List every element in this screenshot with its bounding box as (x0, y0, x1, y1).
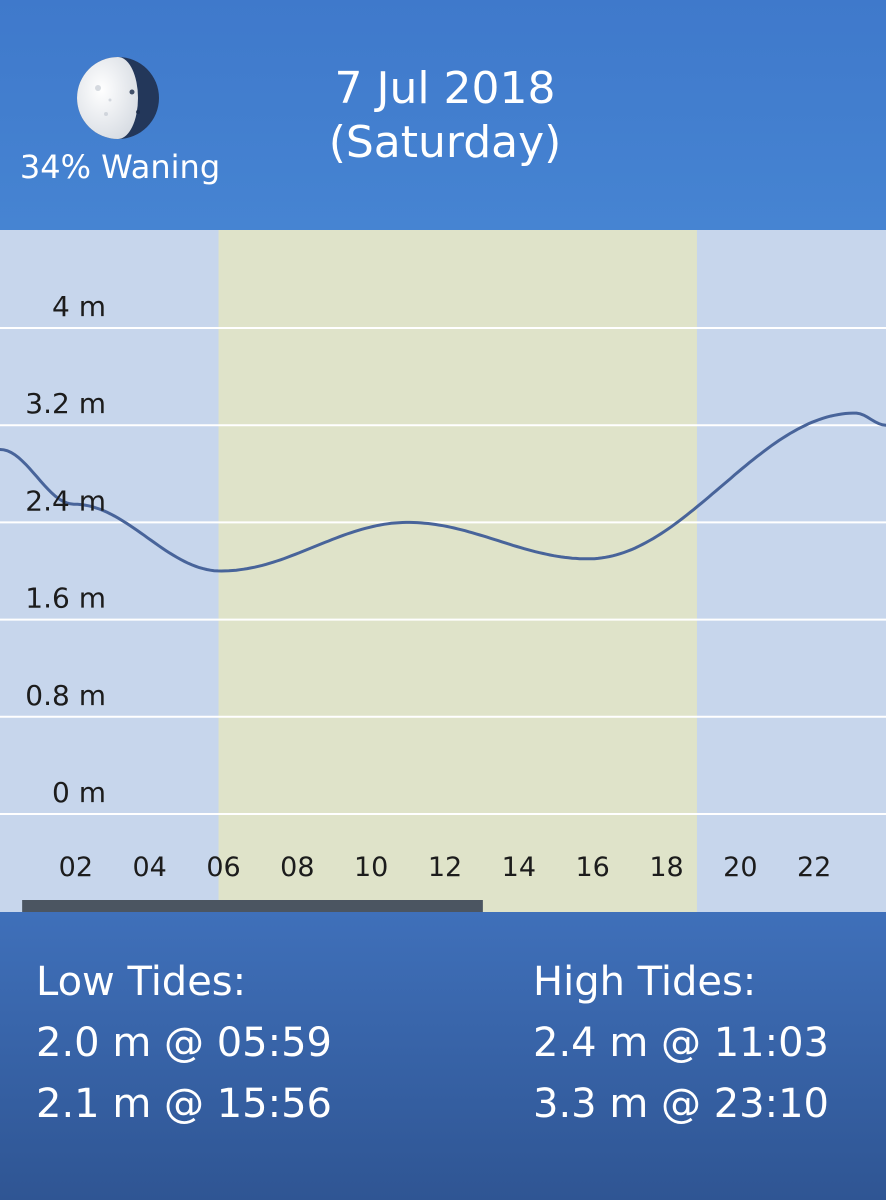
moon-phase-label: 34% Waning (19, 148, 221, 186)
low-tide-entry: 2.0 m @ 05:59 (36, 1020, 332, 1066)
x-tick-label: 14 (502, 852, 536, 883)
x-tick-label: 22 (797, 852, 831, 883)
y-tick-label: 2.4 m (25, 484, 106, 517)
x-tick-label: 06 (206, 852, 240, 883)
high-tides-title: High Tides: (533, 959, 757, 1005)
date-title: 7 Jul 2018 (Saturday) (245, 62, 645, 170)
low-tides-title: Low Tides: (36, 959, 247, 1005)
low-tides-panel: Low Tides: 2.0 m @ 05:59 2.1 m @ 15:56 (36, 952, 332, 1135)
y-tick-label: 0.8 m (25, 679, 106, 712)
date-line: 7 Jul 2018 (334, 63, 556, 114)
high-tide-entry: 3.3 m @ 23:10 (533, 1081, 829, 1127)
daylight-band (218, 230, 697, 912)
x-tick-label: 04 (132, 852, 166, 883)
x-tick-label: 02 (59, 852, 93, 883)
y-tick-label: 3.2 m (25, 387, 106, 420)
x-tick-label: 16 (575, 852, 609, 883)
y-tick-label: 1.6 m (25, 582, 106, 615)
high-tides-panel: High Tides: 2.4 m @ 11:03 3.3 m @ 23:10 (533, 952, 829, 1135)
y-tick-label: 0 m (52, 776, 106, 809)
tides-summary: Low Tides: 2.0 m @ 05:59 2.1 m @ 15:56 H… (0, 912, 886, 1200)
moon-phase-waning-icon (77, 57, 159, 139)
x-tick-label: 20 (723, 852, 757, 883)
tide-height-line (0, 411, 886, 573)
weekday-line: (Saturday) (328, 117, 562, 168)
tide-chart[interactable]: 0 m 0.8 m 1.6 m 2.4 m 3.2 m 4 m 02 04 06 08 10 12 1… (0, 230, 886, 912)
y-tick-label: 4 m (52, 290, 106, 323)
chart-scroll-indicator[interactable] (22, 900, 483, 912)
low-tide-entry: 2.1 m @ 15:56 (36, 1081, 332, 1127)
high-tide-entry: 2.4 m @ 11:03 (533, 1020, 829, 1066)
x-tick-label: 10 (354, 852, 388, 883)
x-tick-label: 12 (428, 852, 462, 883)
header: 34% Waning 7 Jul 2018 (Saturday) (0, 0, 886, 230)
x-tick-label: 18 (649, 852, 683, 883)
x-tick-label: 08 (280, 852, 314, 883)
